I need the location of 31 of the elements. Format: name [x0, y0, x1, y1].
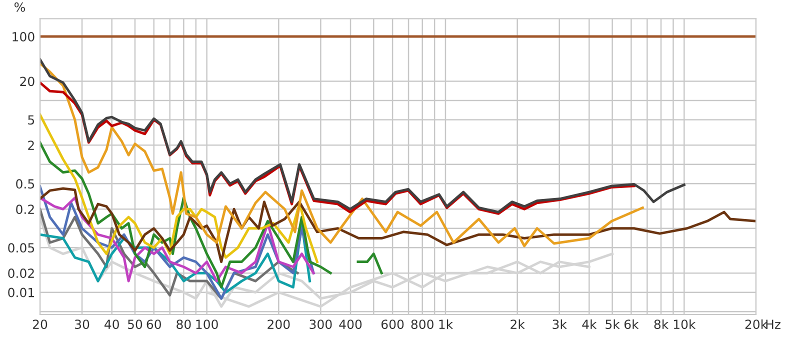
x-tick-label: 5k	[606, 319, 620, 330]
x-tick-label: 800	[411, 320, 434, 330]
x-tick-label: 40	[104, 320, 119, 330]
y-tick-label: 5	[28, 115, 34, 125]
y-tick-label: 0.01	[8, 288, 34, 298]
x-tick-label: 6k	[624, 319, 639, 330]
y-tick-label: 2	[28, 140, 34, 150]
x-tick-label: 100	[196, 320, 218, 330]
x-tick-label: 30	[75, 320, 90, 330]
x-tick-label: 20k	[745, 319, 768, 330]
x-axis-title: Hz	[766, 320, 780, 329]
y-axis-title: %	[14, 2, 25, 12]
y-tick-label: 100	[12, 32, 34, 42]
x-tick-label: 200	[268, 320, 290, 330]
x-tick-label: 1k	[439, 319, 454, 329]
y-tick-label: 0.2	[16, 204, 34, 214]
y-tick-label: 0.02	[8, 268, 34, 278]
x-tick-label: 60	[146, 320, 161, 330]
x-tick-label: 600	[381, 320, 404, 330]
x-tick-label: 50	[128, 320, 142, 330]
x-tick-label: 4k	[582, 319, 597, 329]
y-tick-label: 0.5	[16, 179, 34, 189]
y-tick-label: 0.05	[8, 243, 34, 253]
x-tick-label: 400	[339, 320, 362, 330]
x-tick-label: 2k	[510, 319, 525, 329]
y-tick-label: 20	[20, 76, 34, 86]
x-tick-label: 300	[310, 320, 332, 330]
x-tick-label: 8k	[654, 319, 669, 330]
x-tick-label: 3k	[552, 319, 567, 330]
x-tick-label: 10k	[674, 319, 696, 330]
x-tick-label: 80	[176, 320, 191, 330]
